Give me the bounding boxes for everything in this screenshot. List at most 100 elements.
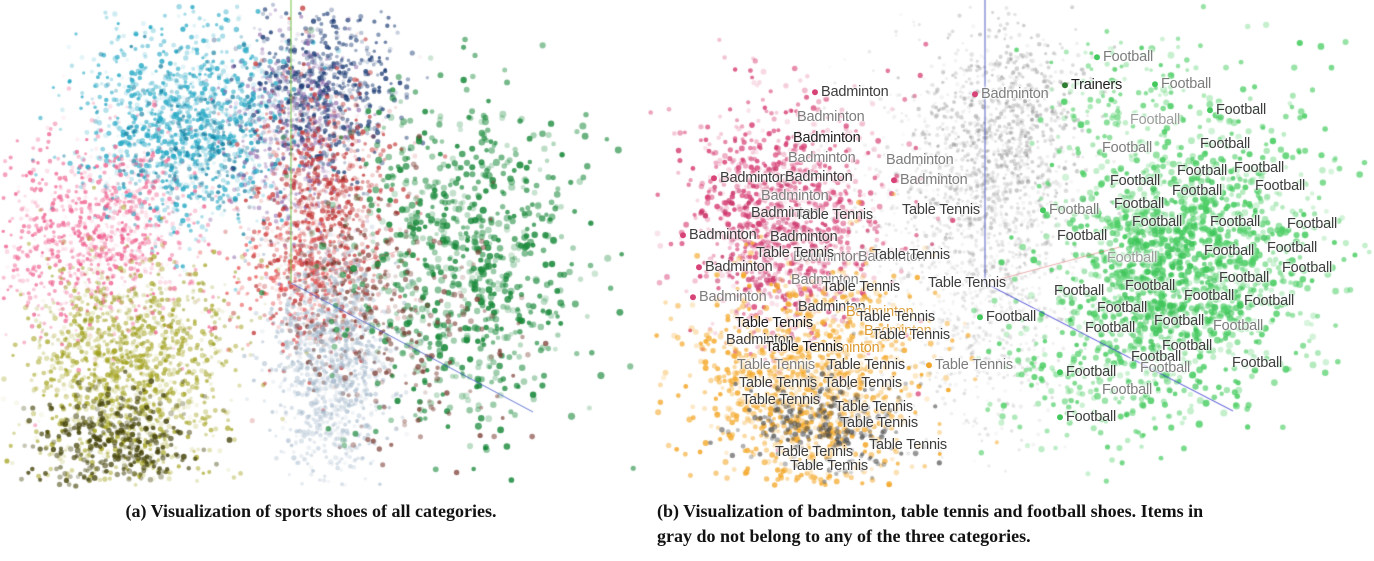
labeled-point-marker xyxy=(1152,80,1158,87)
scatter-point-label: Badminton xyxy=(858,249,926,266)
scatter-point-label: Football xyxy=(1282,260,1332,277)
scatter-point-label: Badminton xyxy=(751,205,819,222)
scatter-point-label: Football xyxy=(1210,214,1260,231)
scatter-point-label: Football xyxy=(1057,228,1107,245)
scatter-point-label: Football xyxy=(1140,360,1190,377)
scatter-point-label: Table Tennis xyxy=(822,279,900,296)
labeled-point-marker xyxy=(680,231,686,238)
scatter-point-label: Badminton xyxy=(791,272,859,289)
scatter-point-label: Football xyxy=(1232,355,1282,372)
scatter-point-label: Football xyxy=(1184,288,1234,305)
scatter-point-label: Football xyxy=(1057,364,1116,380)
scatter-point-label: Football xyxy=(1097,300,1147,317)
scatter-point-label: Table Tennis xyxy=(737,357,815,374)
scatter-point-label: Football xyxy=(1154,313,1204,330)
labeled-point-marker xyxy=(812,88,818,95)
scatter-point-label: Badminton xyxy=(812,340,880,357)
labeled-point-marker xyxy=(696,263,702,270)
scatter-point-label: Football xyxy=(1125,278,1175,295)
scatter-point-label: Football xyxy=(1131,349,1181,366)
scatter-point-label: Football xyxy=(1085,320,1135,337)
labeled-point-marker xyxy=(1094,53,1100,60)
scatter-point-label: Table Tennis xyxy=(735,315,813,332)
labeled-point-marker xyxy=(972,90,978,97)
scatter-point-label: Table Tennis xyxy=(869,437,947,454)
scatter-point-label: Football xyxy=(1213,318,1263,335)
scatter-point-label: Football xyxy=(1287,216,1337,233)
scatter-point-label: Football xyxy=(1110,173,1160,190)
scatter-point-label: Badminton xyxy=(972,86,1049,102)
scatter-point-label: Football xyxy=(1172,183,1222,200)
scatter-point-label: Table Tennis xyxy=(742,392,820,409)
scatter-point-label: Football xyxy=(1094,49,1153,65)
scatter-point-label: Badminton xyxy=(891,172,968,188)
scatter-point-label: Badminton xyxy=(770,229,838,246)
scatter-point-label: Badminton xyxy=(690,289,767,305)
scatter-point-label: Football xyxy=(1244,293,1294,310)
scatter-point-label: Badminton xyxy=(864,323,932,340)
scatter-point-label: Football xyxy=(1162,338,1212,355)
scatter-point-label: Football xyxy=(1234,160,1284,177)
scatter-point-label: Football xyxy=(1152,76,1211,92)
scatter-point-label: Football xyxy=(1132,214,1182,231)
caption-panel-a: (a) Visualization of sports shoes of all… xyxy=(125,501,497,521)
scatter-point-label: Football xyxy=(1107,250,1157,267)
labeled-point-marker xyxy=(926,361,932,368)
scatter-point-label: Football xyxy=(1177,163,1227,180)
scatter-point-label: Table Tennis xyxy=(840,415,918,432)
caption-panel-b: (b) Visualization of badminton, table te… xyxy=(657,499,1374,549)
labeled-point-marker xyxy=(1040,206,1046,213)
scatter-point-label: Badminton xyxy=(798,299,866,316)
scatter-point-label: Badminton xyxy=(846,304,914,321)
labeled-point-marker xyxy=(1207,106,1213,113)
scatter-point-label: Table Tennis xyxy=(775,444,853,461)
scatter-point-label: Table Tennis xyxy=(902,202,980,219)
scatter-point-label: Table Tennis xyxy=(739,375,817,392)
scatter-point-label: Badminton xyxy=(711,170,788,186)
scatter-point-label: Football xyxy=(1207,102,1266,118)
scatter-point-label: Football xyxy=(1057,409,1116,425)
scatter-point-label: Table Tennis xyxy=(835,399,913,416)
scatter-point-label: Football xyxy=(1114,196,1164,213)
scatter-point-label: Table Tennis xyxy=(765,339,843,356)
scatter-point-label: Table Tennis xyxy=(872,247,950,264)
scatter-point-label: Football xyxy=(1200,136,1250,153)
panel-b-labels-layer: Badminton Badminton Badminton Badminton Badm… xyxy=(680,49,1337,475)
embedding-scatter-canvas xyxy=(0,0,1374,492)
scatter-point-label: Table Tennis xyxy=(872,327,950,344)
scatter-point-label: Table Tennis xyxy=(857,309,935,326)
scatter-point-label: Football xyxy=(1102,140,1152,157)
scatter-point-label: Football xyxy=(977,309,1036,325)
scatter-point-label: Table Tennis xyxy=(926,357,1013,373)
scatter-point-label: Football xyxy=(1255,178,1305,195)
scatter-point-label: Table Tennis xyxy=(928,275,1006,292)
labeled-point-marker xyxy=(1057,368,1063,375)
scatter-point-label: Football xyxy=(1204,243,1254,260)
scatter-point-label: Football xyxy=(1130,112,1180,129)
labeled-point-marker xyxy=(711,174,717,181)
scatter-point-label: Table Tennis xyxy=(756,245,834,262)
scatter-point-label: Badminton xyxy=(812,84,889,100)
scatter-point-label: Table Tennis xyxy=(827,357,905,374)
scatter-point-label: Trainers xyxy=(1062,77,1122,93)
scatter-point-label: Badminton xyxy=(696,259,773,275)
scatter-point-label: Table Tennis xyxy=(824,375,902,392)
scatter-point-label: Football xyxy=(1040,202,1099,218)
labeled-point-marker xyxy=(1062,81,1068,88)
scatter-point-label: Badminton xyxy=(793,130,861,147)
scatter-point-label: Football xyxy=(1054,283,1104,300)
labeled-point-marker xyxy=(977,313,983,320)
scatter-point-label: Badminton xyxy=(797,109,865,126)
scatter-point-label: Football xyxy=(1267,240,1317,257)
scatter-point-label: Badminton xyxy=(785,169,853,186)
scatter-point-label: Football xyxy=(1102,382,1152,399)
scatter-point-label: Badminton xyxy=(761,188,829,205)
scatter-point-label: Badminton xyxy=(793,249,861,266)
scatter-point-label: Badminton xyxy=(788,150,856,167)
scatter-point-label: Table Tennis xyxy=(795,207,873,224)
labeled-point-marker xyxy=(1057,413,1063,420)
caption-panel-b-line1: (b) Visualization of badminton, table te… xyxy=(657,501,1204,521)
scatter-point-label: Badminton xyxy=(726,332,794,349)
scatter-point-label: Table Tennis xyxy=(790,458,868,475)
